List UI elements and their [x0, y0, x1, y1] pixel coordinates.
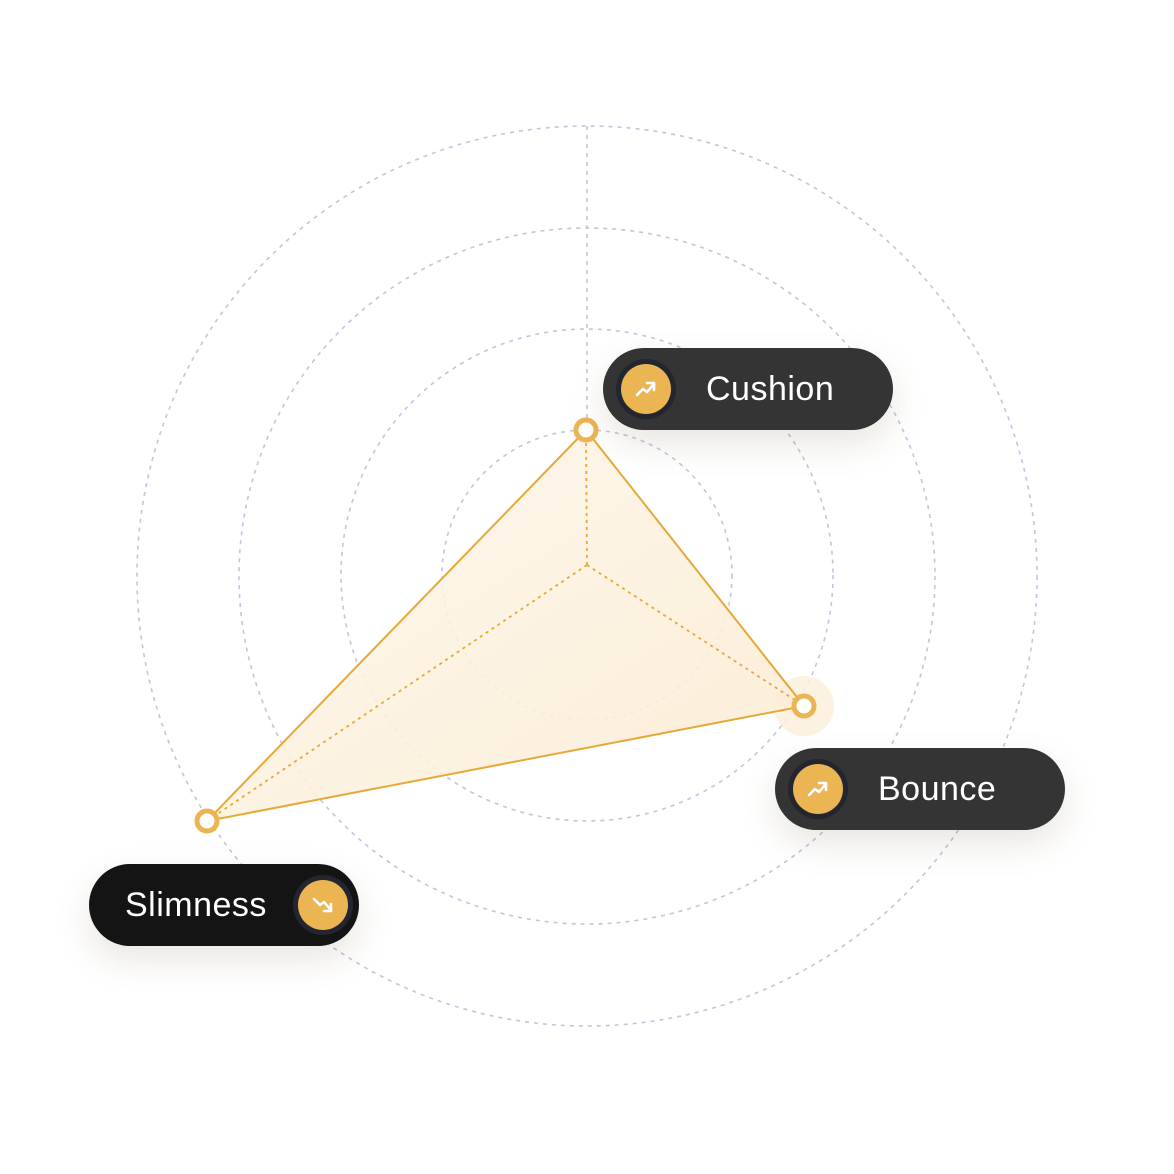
data-point-bounce [791, 693, 817, 719]
bounce-label-pill: Bounce [775, 748, 1065, 830]
data-polygon [206, 429, 805, 822]
slimness-trend-badge [292, 875, 353, 935]
data-point-cushion [573, 417, 599, 443]
cushion-label: Cushion [706, 369, 835, 408]
cushion-trend-badge [616, 359, 676, 419]
grid-ring [136, 125, 1038, 1027]
slimness-label-pill: Slimness [89, 864, 359, 946]
bounce-trend-badge [788, 759, 848, 819]
data-point-slimness [194, 808, 220, 834]
trend-up-icon [621, 364, 671, 414]
slimness-label: Slimness [125, 885, 267, 924]
trend-down-icon [297, 880, 348, 930]
grid-ring [340, 328, 834, 822]
data-layer [194, 417, 834, 834]
cushion-label-pill: Cushion [603, 348, 893, 430]
bounce-label: Bounce [878, 769, 997, 808]
spoke-bounce [586, 564, 805, 707]
trend-up-icon [793, 764, 843, 814]
spoke-cushion [585, 429, 588, 566]
